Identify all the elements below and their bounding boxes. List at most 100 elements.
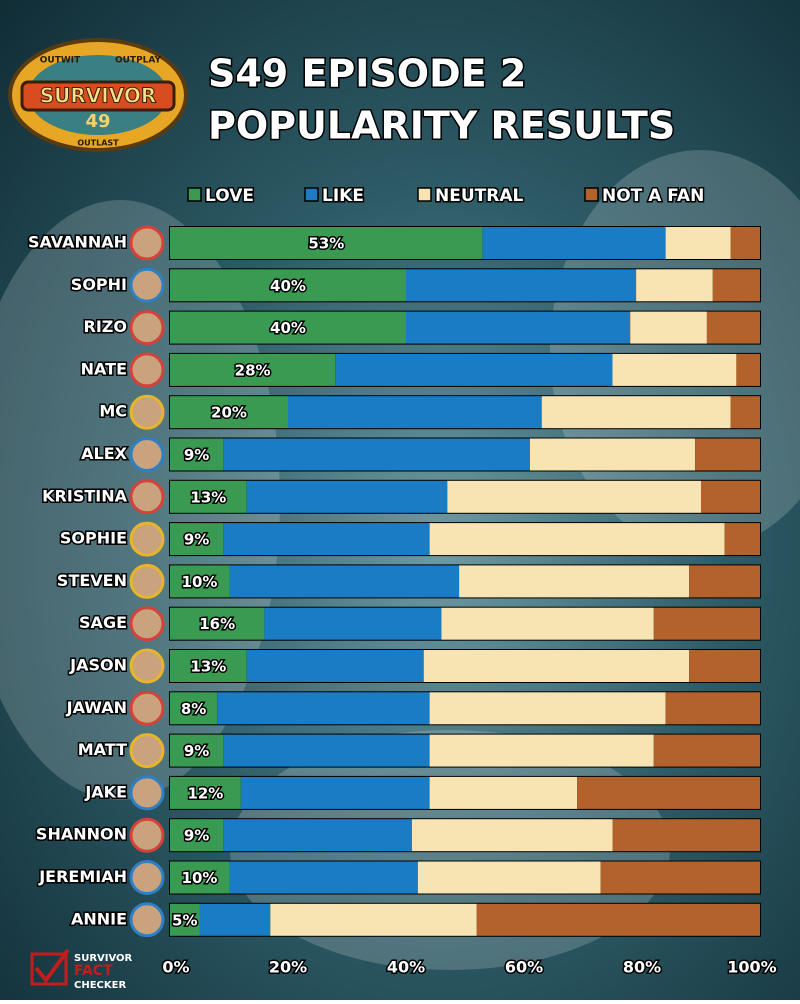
bar-segment	[665, 692, 760, 725]
legend-label: NEUTRAL	[435, 186, 523, 206]
bar-segment	[689, 565, 760, 598]
bar-segment	[223, 523, 430, 556]
logo-text: OUTPLAY	[115, 56, 162, 66]
logo-name: SURVIVOR	[40, 84, 157, 108]
bar-segment	[665, 227, 731, 259]
data-label: 40%	[270, 319, 306, 337]
bar-segment	[170, 903, 200, 936]
avatar	[129, 733, 165, 769]
bar-segment	[695, 438, 760, 471]
bar-segment	[730, 396, 760, 429]
x-tick-label: 0%	[162, 958, 189, 977]
bar-segment	[429, 692, 666, 725]
category-label: ALEX	[81, 444, 128, 463]
data-label: 13%	[190, 488, 226, 506]
bar-segment	[476, 903, 760, 936]
x-tick-label: 60%	[505, 958, 543, 977]
bar-segment	[706, 311, 760, 344]
category-label: ANNIE	[71, 909, 127, 928]
bar-segment	[170, 607, 265, 640]
chart-title: POPULARITY RESULTS	[208, 104, 675, 148]
avatar	[129, 394, 165, 430]
bar-segment	[335, 353, 613, 386]
bar-segment	[240, 776, 430, 809]
category-label: STEVEN	[57, 571, 127, 590]
bar-segment	[288, 396, 542, 429]
avatar	[129, 225, 165, 261]
category-label: SHANNON	[36, 825, 127, 844]
bar-segment	[223, 819, 412, 852]
bar-segment	[429, 734, 654, 767]
bar-segment	[170, 438, 224, 471]
avatar	[129, 310, 165, 346]
legend-swatch	[584, 187, 599, 202]
bar-segment	[429, 523, 725, 556]
bar-segment	[529, 438, 696, 471]
bar-segment	[600, 861, 760, 894]
data-label: 5%	[172, 911, 197, 929]
category-label: SAGE	[79, 613, 127, 632]
legend-swatch	[417, 187, 432, 202]
data-label: 20%	[211, 404, 247, 422]
bar-segment	[482, 227, 666, 259]
bar-segment	[199, 903, 271, 936]
data-label: 8%	[181, 700, 206, 718]
bar-segment	[170, 523, 224, 556]
bar-segment	[229, 565, 460, 598]
bar-segment	[170, 819, 224, 852]
category-label: JAWAN	[66, 698, 127, 717]
legend-label: NOT A FAN	[602, 186, 704, 206]
bar-segment	[689, 650, 760, 682]
bar-segment	[653, 607, 760, 640]
bar-segment	[264, 607, 442, 640]
legend-label: LIKE	[322, 186, 364, 206]
data-label: 40%	[270, 277, 306, 295]
avatar	[129, 479, 165, 515]
watermark-text: CHECKER	[74, 980, 126, 991]
data-label: 53%	[308, 235, 344, 253]
category-label: RIZO	[84, 317, 127, 336]
bar-segment	[636, 269, 713, 302]
bar-segment	[217, 692, 430, 725]
bar-segment	[170, 565, 229, 598]
bar-segment	[630, 311, 707, 344]
bar-segment	[170, 396, 288, 429]
bar-segment	[223, 734, 430, 767]
avatar	[129, 902, 165, 938]
legend-label: LOVE	[205, 186, 254, 206]
bar-segment	[736, 353, 760, 386]
category-label: MC	[99, 402, 127, 421]
logo-text: OUTLAST	[77, 139, 119, 148]
bar-segment	[541, 396, 731, 429]
avatar	[129, 521, 165, 557]
data-label: 28%	[235, 361, 271, 379]
data-label: 12%	[187, 784, 223, 802]
avatar	[129, 267, 165, 303]
bar-segment	[730, 227, 760, 259]
avatar	[129, 860, 165, 895]
bar-segment	[612, 353, 737, 386]
legend-swatch	[304, 187, 319, 202]
avatar	[129, 437, 165, 472]
bar-segment	[170, 776, 241, 809]
bar-segment	[270, 903, 477, 936]
logo: OUTWIT OUTPLAY SURVIVOR 49 OUTLAST	[8, 38, 188, 152]
bar-segment	[701, 480, 760, 513]
avatar	[129, 606, 165, 642]
bar-segment	[170, 353, 336, 386]
category-label: SOPHIE	[60, 529, 127, 548]
x-tick-label: 80%	[623, 958, 661, 977]
bar-segment	[423, 650, 690, 682]
bar-segment	[406, 311, 631, 344]
bar-segment	[223, 438, 530, 471]
bar-segment	[411, 819, 613, 852]
bar-segment	[441, 607, 654, 640]
watermark: SURVIVOR FACT CHECKER	[30, 948, 133, 991]
category-label: SOPHI	[71, 275, 127, 294]
avatar	[129, 690, 165, 726]
x-tick-label: 40%	[387, 958, 425, 977]
watermark-text: SURVIVOR	[74, 953, 133, 964]
data-label: 9%	[184, 742, 209, 760]
bar-segment	[170, 311, 406, 344]
